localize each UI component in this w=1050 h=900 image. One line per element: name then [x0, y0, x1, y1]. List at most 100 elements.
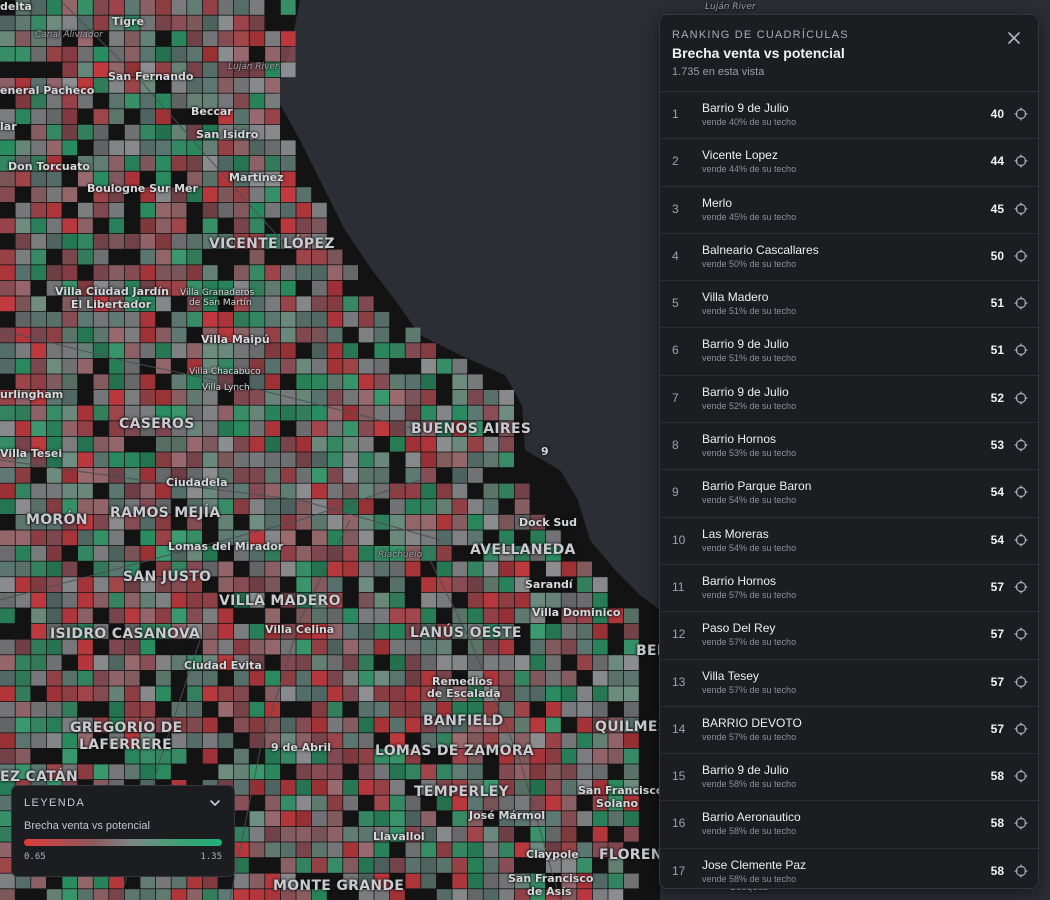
- grid-cell[interactable]: [624, 795, 639, 811]
- grid-cell[interactable]: [265, 78, 280, 93]
- grid-cell[interactable]: [561, 561, 577, 577]
- grid-cell[interactable]: [234, 109, 249, 124]
- grid-cell[interactable]: [93, 327, 109, 343]
- grid-cell[interactable]: [265, 795, 280, 811]
- grid-cell[interactable]: [421, 873, 436, 889]
- grid-cell[interactable]: [31, 873, 46, 889]
- grid-cell[interactable]: [109, 234, 124, 249]
- grid-cell[interactable]: [327, 265, 343, 280]
- grid-cell[interactable]: [78, 312, 93, 327]
- grid-cell[interactable]: [592, 670, 608, 686]
- grid-cell[interactable]: [608, 873, 624, 889]
- grid-cell[interactable]: [156, 592, 171, 608]
- grid-cell[interactable]: [62, 624, 78, 639]
- grid-cell[interactable]: [312, 624, 327, 639]
- grid-cell[interactable]: [608, 733, 624, 748]
- grid-cell[interactable]: [374, 702, 390, 717]
- grid-cell[interactable]: [421, 452, 436, 468]
- grid-cell[interactable]: [452, 436, 468, 452]
- grid-cell[interactable]: [156, 327, 171, 343]
- grid-cell[interactable]: [421, 670, 436, 686]
- grid-cell[interactable]: [202, 93, 218, 109]
- grid-cell[interactable]: [374, 483, 390, 499]
- grid-cell[interactable]: [140, 577, 156, 592]
- grid-cell[interactable]: [358, 733, 374, 748]
- grid-cell[interactable]: [421, 764, 436, 780]
- grid-cell[interactable]: [343, 561, 358, 577]
- grid-cell[interactable]: [296, 686, 312, 702]
- grid-cell[interactable]: [592, 733, 608, 748]
- grid-cell[interactable]: [343, 795, 358, 811]
- grid-cell[interactable]: [296, 452, 312, 468]
- grid-cell[interactable]: [93, 296, 109, 312]
- grid-cell[interactable]: [78, 171, 93, 187]
- grid-cell[interactable]: [514, 483, 530, 499]
- grid-cell[interactable]: [78, 717, 93, 733]
- grid-cell[interactable]: [343, 452, 358, 468]
- grid-cell[interactable]: [249, 343, 265, 358]
- grid-cell[interactable]: [405, 452, 421, 468]
- grid-cell[interactable]: [234, 530, 249, 546]
- grid-cell[interactable]: [234, 46, 249, 62]
- grid-cell[interactable]: [15, 405, 31, 421]
- grid-cell[interactable]: [234, 826, 249, 842]
- grid-cell[interactable]: [296, 624, 312, 639]
- grid-cell[interactable]: [93, 234, 109, 249]
- grid-cell[interactable]: [280, 748, 296, 764]
- grid-cell[interactable]: [265, 187, 280, 202]
- grid-cell[interactable]: [374, 764, 390, 780]
- grid-cell[interactable]: [31, 156, 46, 171]
- grid-cell[interactable]: [124, 312, 140, 327]
- grid-cell[interactable]: [499, 390, 514, 405]
- grid-cell[interactable]: [202, 390, 218, 405]
- grid-cell[interactable]: [124, 343, 140, 358]
- grid-cell[interactable]: [187, 156, 202, 171]
- grid-cell[interactable]: [265, 405, 280, 421]
- grid-cell[interactable]: [218, 624, 234, 639]
- grid-cell[interactable]: [187, 249, 202, 265]
- grid-cell[interactable]: [78, 280, 93, 296]
- grid-cell[interactable]: [530, 608, 546, 624]
- grid-cell[interactable]: [218, 280, 234, 296]
- grid-cell[interactable]: [124, 358, 140, 374]
- grid-cell[interactable]: [421, 655, 436, 670]
- grid-cell[interactable]: [530, 889, 546, 900]
- grid-cell[interactable]: [202, 343, 218, 358]
- grid-cell[interactable]: [280, 483, 296, 499]
- grid-cell[interactable]: [156, 343, 171, 358]
- grid-cell[interactable]: [234, 795, 249, 811]
- grid-cell[interactable]: [62, 764, 78, 780]
- grid-cell[interactable]: [187, 514, 202, 530]
- grid-cell[interactable]: [358, 327, 374, 343]
- grid-cell[interactable]: [46, 592, 62, 608]
- grid-cell[interactable]: [312, 748, 327, 764]
- grid-cell[interactable]: [62, 296, 78, 312]
- grid-cell[interactable]: [62, 280, 78, 296]
- grid-cell[interactable]: [483, 546, 499, 561]
- grid-cell[interactable]: [78, 15, 93, 31]
- grid-cell[interactable]: [93, 624, 109, 639]
- grid-cell[interactable]: [296, 374, 312, 390]
- grid-cell[interactable]: [499, 624, 514, 639]
- grid-cell[interactable]: [468, 780, 483, 795]
- grid-cell[interactable]: [156, 140, 171, 156]
- grid-cell[interactable]: [109, 405, 124, 421]
- grid-cell[interactable]: [468, 733, 483, 748]
- grid-cell[interactable]: [218, 109, 234, 124]
- grid-cell[interactable]: [405, 405, 421, 421]
- grid-cell[interactable]: [109, 171, 124, 187]
- ranking-row[interactable]: 8 Barrio Hornos vende 53% de su techo 53: [660, 423, 1038, 471]
- grid-cell[interactable]: [46, 468, 62, 483]
- grid-cell[interactable]: [358, 312, 374, 327]
- grid-cell[interactable]: [546, 842, 561, 858]
- grid-cell[interactable]: [0, 452, 15, 468]
- grid-cell[interactable]: [0, 686, 15, 702]
- grid-cell[interactable]: [327, 748, 343, 764]
- grid-cell[interactable]: [109, 31, 124, 46]
- grid-cell[interactable]: [249, 93, 265, 109]
- grid-cell[interactable]: [234, 234, 249, 249]
- grid-cell[interactable]: [187, 93, 202, 109]
- grid-cell[interactable]: [140, 0, 156, 15]
- grid-cell[interactable]: [514, 811, 530, 826]
- grid-cell[interactable]: [93, 62, 109, 78]
